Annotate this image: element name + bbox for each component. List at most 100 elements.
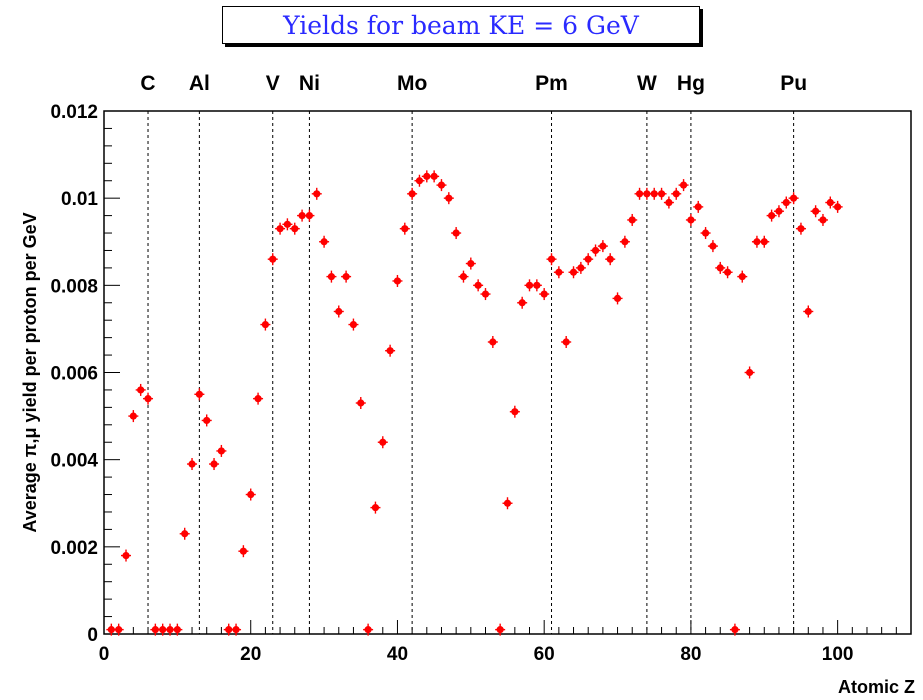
data-point [137, 386, 145, 394]
data-point [606, 255, 614, 263]
data-point [672, 190, 680, 198]
y-tick-label: 0.004 [50, 451, 98, 472]
data-point [107, 626, 115, 634]
data-point [643, 190, 651, 198]
data-point [371, 504, 380, 512]
data-point [819, 216, 827, 224]
data-point [467, 259, 475, 268]
data-point [562, 338, 570, 346]
data-point [291, 225, 299, 233]
chart-title: Yields for beam KE = 6 GeV [283, 10, 639, 40]
data-point [247, 490, 255, 499]
data-point [364, 626, 372, 634]
element-label-c: C [140, 72, 155, 95]
y-tick-label: 0.002 [50, 538, 98, 559]
element-label-ni: Ni [299, 72, 320, 95]
x-tick-label: 0 [99, 644, 110, 665]
data-point [217, 447, 225, 455]
data-point [621, 238, 629, 246]
data-point [166, 626, 174, 634]
y-tick-label: 0.012 [50, 102, 98, 123]
data-point [144, 395, 152, 403]
data-point [489, 338, 497, 346]
data-point [496, 626, 504, 634]
data-point [459, 273, 468, 281]
data-point [342, 273, 350, 281]
data-point [584, 255, 592, 263]
x-axis-label: Atomic Z [838, 677, 915, 697]
data-point [657, 190, 666, 198]
data-point [760, 238, 768, 246]
data-point [701, 229, 710, 237]
data-point [393, 277, 402, 285]
data-point [812, 207, 820, 215]
data-point [723, 268, 732, 276]
data-point [826, 198, 834, 207]
data-point [122, 551, 130, 560]
data-point [650, 190, 658, 198]
data-point [474, 281, 482, 289]
data-point [679, 181, 688, 189]
y-tick-label: 0.01 [61, 189, 98, 210]
data-point [335, 307, 343, 316]
element-label-w: W [637, 72, 657, 95]
data-point [511, 408, 519, 416]
data-point [129, 412, 137, 420]
data-point [173, 626, 181, 634]
data-point [687, 216, 695, 224]
data-point [357, 399, 365, 407]
data-point [320, 238, 328, 246]
data-point [834, 203, 842, 211]
data-point [768, 212, 776, 220]
data-point [430, 172, 438, 180]
y-tick-label: 0.008 [50, 276, 98, 297]
data-point [151, 626, 159, 634]
x-tick-label: 40 [387, 644, 408, 665]
chart-title-box: Yields for beam KE = 6 GeV [222, 6, 700, 44]
data-point [738, 273, 746, 281]
element-label-v: V [266, 72, 280, 95]
data-point [239, 547, 247, 555]
data-point [481, 290, 490, 298]
data-point [225, 626, 233, 634]
data-point [210, 460, 218, 468]
data-point [379, 438, 387, 446]
data-point [305, 212, 314, 220]
data-point [577, 264, 585, 272]
x-tick-label: 20 [240, 644, 261, 665]
data-point [797, 225, 805, 233]
data-point [782, 198, 790, 207]
data-point [731, 626, 739, 634]
data-point [437, 181, 446, 189]
data-point [254, 395, 262, 403]
data-point [599, 242, 607, 250]
data-point [533, 281, 541, 289]
data-point [709, 242, 717, 250]
data-point [804, 307, 812, 316]
plot-frame [103, 110, 912, 635]
data-point [628, 216, 636, 224]
element-label-pm: Pm [535, 72, 568, 95]
data-point [261, 320, 269, 329]
element-label-al: Al [189, 72, 210, 95]
y-tick-label: 0 [87, 625, 98, 646]
data-point [555, 268, 563, 276]
element-label-pu: Pu [780, 72, 807, 95]
data-point [423, 172, 431, 180]
data-point [613, 294, 622, 303]
data-point [298, 212, 306, 220]
data-point [569, 268, 578, 276]
data-point [408, 190, 416, 198]
data-point [232, 626, 240, 634]
data-point [591, 246, 600, 255]
data-point [746, 368, 754, 377]
data-point [415, 177, 424, 185]
data-point [635, 190, 644, 198]
data-point [401, 225, 409, 233]
data-point [790, 194, 798, 202]
data-point [203, 416, 211, 425]
data-point [276, 225, 284, 233]
data-point [525, 281, 534, 289]
data-point [313, 190, 321, 198]
